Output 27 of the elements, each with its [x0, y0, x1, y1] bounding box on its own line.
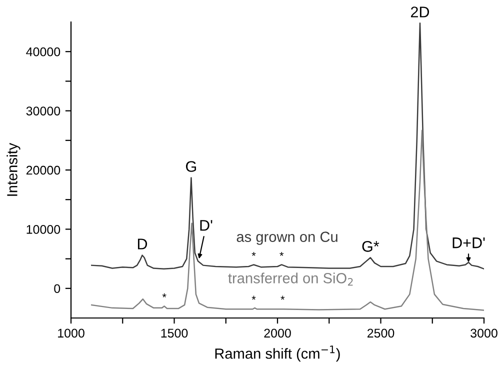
- annotation: *: [280, 252, 284, 256]
- y-tick-label: 0: [54, 284, 60, 294]
- series-label: as grown on Cu: [236, 232, 338, 245]
- x-tick-label: 3000: [470, 328, 498, 338]
- y-tick-label: 20000: [26, 166, 60, 175]
- y-tick-label: 10000: [26, 225, 60, 234]
- line-series: [91, 130, 484, 311]
- annotation: *: [252, 296, 256, 300]
- annotation: G: [186, 161, 196, 172]
- x-axis-title: Raman shift (cm$^{−1}$): [215, 346, 340, 362]
- x-tick-label: 2500: [367, 328, 394, 338]
- x-tick-label: 2000: [264, 328, 291, 338]
- annotation: *: [252, 252, 256, 256]
- annotation: *: [162, 293, 166, 298]
- annotation: D: [138, 238, 148, 250]
- annotation: G*: [362, 241, 380, 252]
- line-series: [91, 22, 484, 270]
- annotation: D': [200, 220, 212, 231]
- annotation: D+D': [452, 238, 485, 248]
- annotation: 2D: [410, 6, 430, 18]
- x-tick-label: 1000: [58, 328, 84, 338]
- y-axis-title: Intensity: [6, 142, 20, 196]
- x-tick-label: 1500: [161, 328, 188, 338]
- y-tick-label: 40000: [26, 47, 60, 56]
- series-label: transferred on SiO$_{2}$: [228, 272, 353, 286]
- annotation: *: [280, 296, 285, 300]
- y-tick-label: 30000: [26, 106, 60, 116]
